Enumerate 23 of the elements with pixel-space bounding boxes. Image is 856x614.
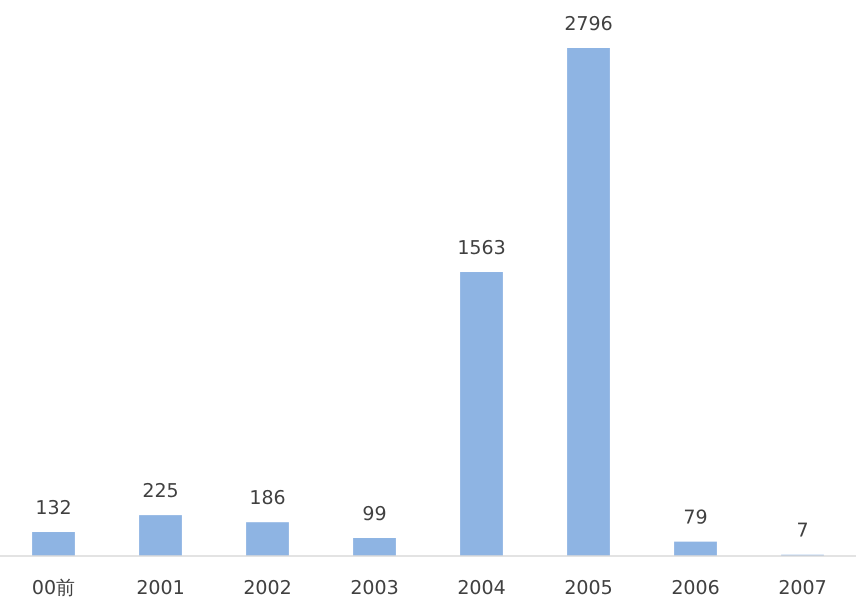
data-label: 79 bbox=[683, 506, 708, 529]
data-label: 7 bbox=[796, 520, 809, 542]
x-tick-label: 2007 bbox=[778, 577, 827, 599]
data-label: 99 bbox=[362, 503, 387, 526]
data-label: 1563 bbox=[457, 237, 506, 260]
bar bbox=[139, 515, 182, 556]
x-tick-label: 2006 bbox=[671, 577, 720, 599]
x-tick-label: 2001 bbox=[136, 577, 185, 599]
x-tick-label: 2002 bbox=[243, 577, 292, 599]
x-tick-label: 2004 bbox=[457, 577, 506, 599]
bar bbox=[674, 542, 717, 556]
x-tick-label: 00前 bbox=[32, 577, 76, 599]
bar bbox=[246, 522, 289, 556]
bar bbox=[567, 48, 610, 556]
data-label: 225 bbox=[142, 480, 179, 502]
data-label: 186 bbox=[249, 487, 286, 510]
data-label: 2796 bbox=[564, 13, 613, 35]
bar bbox=[32, 532, 75, 556]
x-tick-label: 2003 bbox=[350, 577, 399, 599]
x-tick-label: 2005 bbox=[564, 577, 613, 599]
data-label: 132 bbox=[35, 497, 72, 520]
bar bbox=[353, 538, 396, 556]
bar bbox=[460, 272, 503, 556]
